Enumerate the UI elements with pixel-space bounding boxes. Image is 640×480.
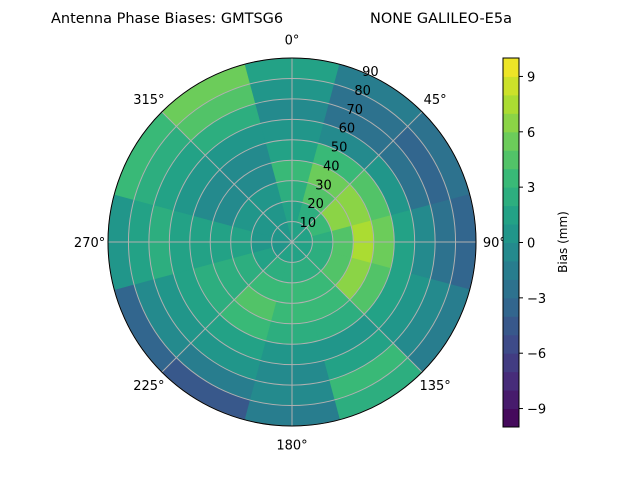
colorbar-tick-label: 3 [527,181,535,196]
angular-gridline [291,241,423,373]
angular-tick-label: 315° [133,93,164,108]
colorbar-segment [503,205,519,225]
colorbar-segment [503,224,519,243]
colorbar-segment [503,260,519,280]
radial-tick-label: 90 [362,65,379,80]
radial-tick-label: 80 [354,84,371,99]
angular-tick-label: 135° [419,379,450,394]
colorbar-segment [503,279,519,299]
colorbar-segment [503,168,519,188]
colorbar-tick-label: 0 [527,237,535,252]
colorbar-segment [503,297,519,317]
chart-title-left: Antenna Phase Biases: GMTSG6 [51,11,283,27]
colorbar-segment [503,113,519,133]
radial-tick-label: 20 [307,197,324,212]
colorbar-tick-label: −9 [527,403,546,418]
radial-tick-label: 30 [315,178,332,193]
chart-title-right: NONE GALILEO-E5a [370,11,512,27]
colorbar-segment [503,408,519,428]
angular-tick-label: 0° [285,34,300,49]
colorbar-tick-label: 9 [527,70,535,85]
angular-tick-label: 270° [74,236,105,251]
colorbar-segment [503,76,519,96]
angular-tick-label: 225° [133,379,164,394]
radial-tick-label: 70 [346,103,363,118]
radial-tick-label: 60 [339,122,356,137]
colorbar-segment [503,150,519,170]
angular-gridline [161,111,293,243]
colorbar-segment [503,187,519,207]
colorbar-segment [503,58,519,77]
colorbar-tick-label: −3 [527,292,546,307]
angular-gridline [291,111,423,243]
angular-gridline [161,241,293,373]
angular-tick-label: 45° [424,93,447,108]
colorbar: −9 −6 −3 0 3 6 9 [502,57,546,428]
radial-tick-label: 50 [331,141,348,156]
radial-tick-labels: 10 20 30 40 50 60 70 80 90 [300,65,379,231]
colorbar-tick-label: 6 [527,126,535,141]
polar-frame [107,57,477,427]
colorbar-segment [503,334,519,354]
colorbar-tick-label: −6 [527,347,546,362]
angular-tick-labels: 0° 45° 90° 135° 180° 225° 270° 315° [74,34,506,454]
colorbar-segment [503,353,519,373]
colorbar-segment [503,242,519,262]
colorbar-segment [503,371,519,391]
colorbar-segment [503,131,519,151]
polar-grid [107,57,477,427]
colorbar-segment [503,390,519,410]
colorbar-label: Bias (mm) [556,211,570,273]
radial-tick-label: 10 [300,216,317,231]
angular-tick-label: 90° [483,236,506,251]
angular-tick-label: 180° [276,438,307,453]
colorbar-segment [503,316,519,336]
colorbar-segment [503,94,519,114]
radial-tick-label: 40 [323,159,340,174]
